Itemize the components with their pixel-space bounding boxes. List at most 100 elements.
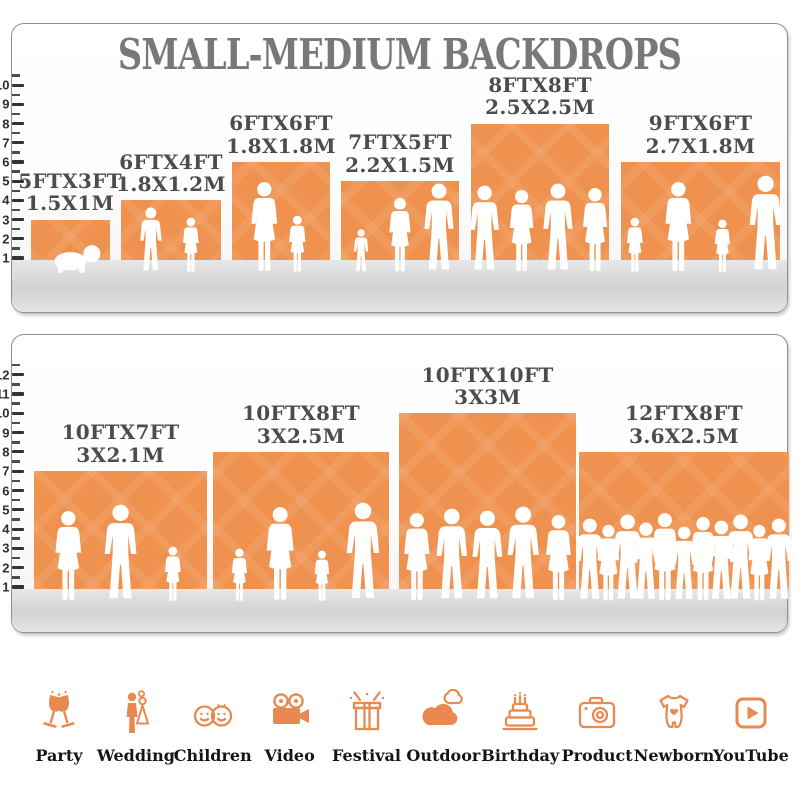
category-row: Party Wedding	[22, 650, 789, 765]
ruler-number: 7	[2, 463, 10, 479]
ruler-number: 3	[2, 212, 10, 228]
ruler-tick-minor	[12, 576, 20, 579]
woman-silhouette	[384, 197, 416, 273]
category-label: Video	[264, 746, 315, 765]
wedding-icon	[126, 690, 149, 733]
ruler-number: 5	[2, 502, 10, 518]
ruler-tick-major	[12, 566, 24, 570]
category-party: Party	[22, 689, 96, 765]
ground-area	[12, 589, 787, 632]
ruler-number: 2	[2, 231, 10, 247]
ruler-tick-minor	[12, 93, 20, 97]
ruler-tick-major	[12, 469, 24, 473]
size-ft-text: 8FTX8FT	[488, 72, 592, 97]
man-silhouette	[762, 518, 796, 602]
woman-silhouette	[659, 181, 698, 273]
ruler-tick-major	[12, 237, 24, 241]
ruler-number: 10	[0, 405, 10, 421]
woman-silhouette	[260, 506, 300, 602]
category-youtube: YouTube	[713, 689, 789, 765]
ruler-tick-minor	[12, 112, 20, 116]
category-label: Party	[35, 746, 83, 765]
category-wedding: Wedding	[97, 689, 175, 765]
panel-medium-large: 12345678910111210FTX7FT3X2.1M10FTX8FT3X2…	[0, 334, 788, 633]
ruler-tick-minor	[12, 227, 20, 231]
category-label: Birthday	[481, 746, 560, 765]
youtube-icon	[735, 697, 767, 729]
category-product: Product	[560, 689, 634, 765]
ruler-tick-major	[12, 102, 24, 106]
category-newborn: Newborn	[634, 689, 714, 765]
product-icon	[578, 696, 616, 729]
ruler-number: 9	[2, 96, 10, 112]
man-silhouette	[540, 183, 576, 273]
ruler-number: 7	[2, 135, 10, 151]
ruler-number: 1	[2, 250, 10, 266]
party-icon	[43, 690, 75, 728]
backdrop-size-label: 6FTX4FT 1.8X1.2M	[116, 149, 226, 195]
ruler-tick-major	[12, 141, 24, 145]
baby-silhouette	[48, 243, 104, 273]
size-m-text: 3X3M	[454, 384, 521, 409]
ruler-tick-major	[12, 488, 24, 493]
ruler-tick-minor	[12, 170, 20, 173]
ruler-tick-minor	[12, 74, 20, 77]
size-m-text: 2.2X1.5M	[345, 152, 455, 177]
man-silhouette	[746, 175, 785, 273]
man-silhouette	[433, 508, 471, 602]
man-silhouette	[469, 510, 506, 602]
category-birthday: Birthday	[481, 689, 560, 765]
ruler-tick-major	[12, 585, 24, 589]
ruler-tick-minor	[12, 151, 20, 154]
girl-silhouette	[160, 546, 186, 602]
toddler-silhouette	[351, 229, 371, 273]
ruler-tick-minor	[12, 479, 20, 483]
woman-silhouette	[577, 187, 613, 273]
size-ft-text: 5FTX3FT	[18, 168, 122, 193]
backdrop-size-label: 10FTX7FT 3X2.1M	[62, 421, 180, 466]
ruler-tick-minor	[12, 402, 20, 405]
man-silhouette	[343, 502, 383, 602]
girl-silhouette	[284, 215, 311, 273]
size-ft-text: 6FTX6FT	[229, 111, 333, 136]
backdrop-size-label: 10FTX10FT 3X3M	[421, 363, 553, 409]
ruler-number: 9	[2, 425, 10, 441]
category-label: Outdoor	[406, 746, 481, 765]
backdrop-size-label: 8FTX8FT 2.5X2.5M	[485, 72, 595, 118]
festival-icon	[349, 691, 384, 731]
ruler-number: 4	[2, 192, 10, 208]
ruler-tick-major	[12, 218, 24, 222]
page-title: SMALL-MEDIUM BACKDROPS	[117, 30, 682, 79]
girl-silhouette	[310, 550, 334, 602]
ruler-tick-major	[12, 546, 24, 550]
ruler-tick-minor	[12, 537, 20, 541]
size-ft-text: 12FTX8FT	[625, 401, 743, 426]
size-m-text: 3X2.5M	[256, 423, 346, 448]
ground-area	[12, 260, 787, 312]
woman-silhouette	[398, 512, 436, 602]
ruler-tick-major	[12, 256, 24, 260]
ruler-tick-major	[12, 83, 24, 87]
category-video: Video	[253, 689, 327, 765]
backdrop-size-label: 6FTX6FT 1.8X1.8M	[226, 112, 336, 157]
man-silhouette	[421, 183, 457, 273]
ruler-number: 8	[2, 116, 10, 132]
size-m-text: 1.5X1M	[25, 191, 115, 216]
ruler-tick-minor	[12, 383, 20, 386]
ruler-number: 10	[0, 77, 10, 93]
ruler-tick-minor	[12, 247, 20, 250]
man-silhouette	[504, 506, 542, 602]
category-festival: Festival	[330, 689, 404, 765]
size-m-text: 3.6X2.5M	[629, 423, 739, 448]
size-ft-text: 6FTX4FT	[119, 149, 223, 174]
girl-silhouette	[710, 219, 735, 273]
category-label: Newborn	[633, 746, 715, 765]
outdoor-icon	[422, 689, 464, 725]
ruler-tick-major	[12, 179, 24, 183]
ruler-tick-minor	[12, 421, 20, 425]
ruler-tick-minor	[12, 440, 20, 444]
category-label: Children	[173, 746, 252, 765]
ruler-number: 6	[2, 483, 10, 498]
ruler-number: 3	[2, 540, 10, 556]
size-m-text: 2.7X1.8M	[645, 133, 756, 158]
